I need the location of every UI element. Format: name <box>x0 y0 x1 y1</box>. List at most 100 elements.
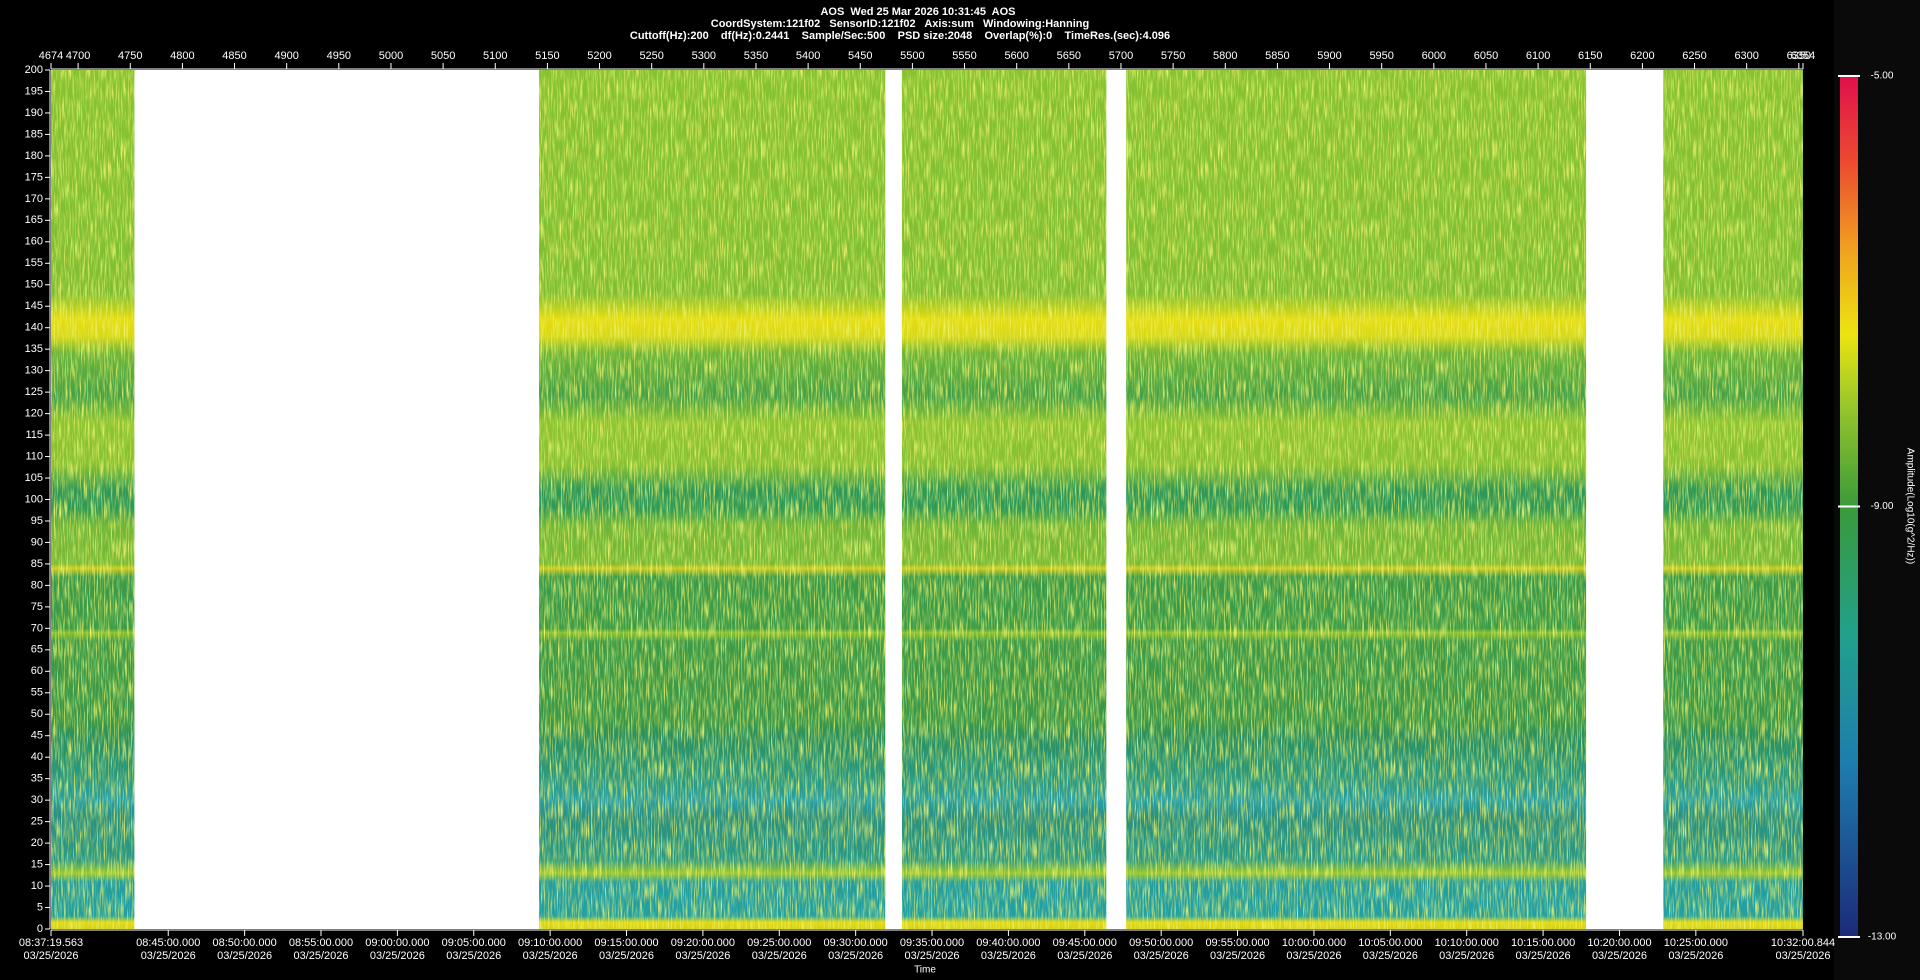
x-tick-label: 5800 <box>1213 50 1237 62</box>
date-label: 03/25/2026 <box>293 950 348 962</box>
time-label: 09:30:00.000 <box>824 937 888 949</box>
date-label: 03/25/2026 <box>217 950 272 962</box>
y-tick-label: 95 <box>31 515 43 527</box>
y-tick-label: 155 <box>25 257 43 269</box>
time-label: 09:50:00.000 <box>1129 937 1193 949</box>
y-tick-label: 170 <box>25 193 43 205</box>
time-label: 10:10:00.000 <box>1435 937 1499 949</box>
time-label: 10:00:00.000 <box>1282 937 1346 949</box>
y-tick-label: 65 <box>31 644 43 656</box>
y-tick-label: 25 <box>31 816 43 828</box>
x-tick-label: 5050 <box>431 50 455 62</box>
x-tick-label: 5950 <box>1369 50 1393 62</box>
y-tick-label: 195 <box>25 85 43 97</box>
time-label: 10:25:00.000 <box>1664 937 1728 949</box>
date-label: 03/25/2026 <box>1439 950 1494 962</box>
chart-layer: 4674 4700 4750 4800 4850 4900 4950 5000 5050 5100… <box>19 50 1897 962</box>
date-label: 03/25/2026 <box>1057 950 1112 962</box>
x-tick-label: 5000 <box>379 50 403 62</box>
x-tick-label: 4900 <box>274 50 298 62</box>
x-tick-label: 5750 <box>1161 50 1185 62</box>
y-tick-label: 150 <box>25 279 43 291</box>
y-tick-label: 30 <box>31 794 43 806</box>
date-label: 03/25/2026 <box>523 950 578 962</box>
time-label: 09:40:00.000 <box>976 937 1040 949</box>
x-tick-label: 6150 <box>1578 50 1602 62</box>
x-tick-label: 4674 <box>39 50 63 62</box>
date-label: 03/25/2026 <box>23 950 78 962</box>
y-tick-label: 50 <box>31 708 43 720</box>
x-tick-label: 5350 <box>744 50 768 62</box>
y-tick-label: 105 <box>25 472 43 484</box>
y-tick-label: 180 <box>25 150 43 162</box>
y-tick-label: 45 <box>31 730 43 742</box>
y-tick-label: 10 <box>31 880 43 892</box>
x-tick-label: 4950 <box>327 50 351 62</box>
date-label: 03/25/2026 <box>1363 950 1418 962</box>
y-tick-label: 35 <box>31 773 43 785</box>
y-tick-label: 70 <box>31 622 43 634</box>
x-tick-label: 6200 <box>1630 50 1654 62</box>
x-tick-label: 6300 <box>1734 50 1758 62</box>
y-tick-label: 130 <box>25 365 43 377</box>
y-tick-label: 135 <box>25 343 43 355</box>
date-label: 03/25/2026 <box>905 950 960 962</box>
x-tick-label: 6100 <box>1526 50 1550 62</box>
x-tick-label: 5900 <box>1317 50 1341 62</box>
x-tick-label: 5550 <box>952 50 976 62</box>
title-line: Cuttoff(Hz):200 df(Hz):0.2441 Sample/Sec… <box>630 30 1170 42</box>
date-label: 03/25/2026 <box>1592 950 1647 962</box>
title-line: CoordSystem:121f02 SensorID:121f02 Axis:… <box>711 18 1089 30</box>
title-line: AOS Wed 25 Mar 2026 10:31:45 AOS <box>820 6 1015 18</box>
date-label: 03/25/2026 <box>1668 950 1723 962</box>
y-tick-label: 5 <box>37 901 43 913</box>
time-label: 10:15:00.000 <box>1511 937 1575 949</box>
x-tick-label: 5400 <box>796 50 820 62</box>
date-label: 03/25/2026 <box>1134 950 1189 962</box>
spectrogram-texture <box>539 70 886 929</box>
x-tick-label: 5500 <box>900 50 924 62</box>
time-label: 09:10:00.000 <box>518 937 582 949</box>
y-tick-label: 100 <box>25 493 43 505</box>
y-tick-label: 190 <box>25 107 43 119</box>
time-label: 08:37:19.563 <box>19 937 83 949</box>
x-tick-label: 6250 <box>1682 50 1706 62</box>
spectrogram-texture <box>901 70 1107 929</box>
x-axis-label: Time <box>914 965 936 976</box>
x-tick-label: 4750 <box>118 50 142 62</box>
date-label: 03/25/2026 <box>599 950 654 962</box>
y-tick-label: 85 <box>31 558 43 570</box>
spectrogram-texture <box>1126 70 1587 929</box>
x-tick-label: 5200 <box>587 50 611 62</box>
x-tick-label: 5700 <box>1109 50 1133 62</box>
x-tick-label: 5600 <box>1004 50 1028 62</box>
date-label: 03/25/2026 <box>446 950 501 962</box>
x-tick-label: 5650 <box>1057 50 1081 62</box>
colorbar-tick-label: -5.00 <box>1871 71 1894 82</box>
y-tick-label: 115 <box>25 429 43 441</box>
colorbar-tick-label: -13.00 <box>1868 932 1897 943</box>
y-tick-label: 90 <box>31 536 43 548</box>
time-label: 09:35:00.000 <box>900 937 964 949</box>
time-label: 09:00:00.000 <box>365 937 429 949</box>
y-tick-label: 75 <box>31 601 43 613</box>
y-tick-label: 0 <box>37 923 43 935</box>
spectrogram-texture <box>1663 70 1803 929</box>
y-tick-label: 120 <box>25 408 43 420</box>
y-tick-label: 40 <box>31 751 43 763</box>
time-label: 08:50:00.000 <box>212 937 276 949</box>
date-label: 03/25/2026 <box>370 950 425 962</box>
y-tick-label: 165 <box>25 214 43 226</box>
time-label: 09:05:00.000 <box>442 937 506 949</box>
x-tick-label: 5250 <box>639 50 663 62</box>
date-label: 03/25/2026 <box>1210 950 1265 962</box>
y-tick-label: 80 <box>31 579 43 591</box>
y-tick-label: 200 <box>25 64 43 76</box>
x-tick-label: 4700 <box>66 50 90 62</box>
time-label: 10:20:00.000 <box>1587 937 1651 949</box>
y-tick-label: 175 <box>25 171 43 183</box>
y-tick-label: 20 <box>31 837 43 849</box>
time-label: 09:15:00.000 <box>594 937 658 949</box>
x-tick-label: 5450 <box>848 50 872 62</box>
